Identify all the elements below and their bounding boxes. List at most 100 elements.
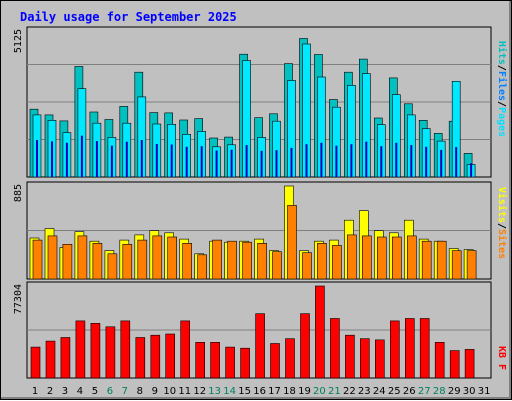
series-label-text: / — [496, 65, 507, 71]
bar-pages-day-8 — [140, 140, 143, 177]
day-label-12: 12 — [193, 386, 206, 397]
bar-pages-day-14 — [230, 149, 233, 177]
bar-pages-day-17 — [275, 150, 278, 177]
bar-kb-f-day-6 — [105, 326, 116, 379]
bar-kb-f-day-13 — [210, 341, 220, 379]
day-label-21: 21 — [328, 386, 341, 397]
ymax-label-kbytes: 77304 — [13, 284, 24, 314]
bar-sites-day-30 — [466, 250, 477, 280]
series-label-text: Hits — [496, 41, 508, 65]
bar-sites-day-7 — [122, 244, 133, 280]
bar-pages-day-13 — [215, 150, 218, 177]
bar-pages-day-10 — [170, 144, 173, 177]
bar-pages-day-2 — [51, 141, 53, 177]
bar-sites-day-14 — [227, 240, 237, 280]
day-label-22: 22 — [343, 386, 356, 397]
day-label-15: 15 — [238, 386, 251, 397]
day-label-28: 28 — [433, 386, 446, 397]
bar-sites-day-12 — [197, 254, 207, 280]
series-label-text: Pages — [496, 107, 507, 137]
bar-kb-f-day-14 — [225, 346, 235, 379]
bar-pages-day-30 — [470, 163, 473, 177]
bar-sites-day-1 — [32, 239, 43, 280]
bar-kb-f-day-11 — [180, 320, 190, 379]
day-label-1: 1 — [32, 386, 38, 397]
ymax-label-sites-visits: 885 — [13, 184, 24, 202]
bar-sites-day-27 — [421, 240, 432, 280]
bar-kb-f-day-12 — [195, 341, 205, 379]
bar-kb-f-day-23 — [359, 338, 370, 379]
bar-sites-day-11 — [182, 243, 192, 280]
ymax-label-hits-files-pages: 5125 — [13, 29, 24, 53]
day-label-16: 16 — [253, 386, 266, 397]
bar-sites-day-16 — [257, 243, 267, 280]
day-label-23: 23 — [358, 386, 371, 397]
day-label-13: 13 — [208, 386, 221, 397]
day-label-20: 20 — [313, 386, 326, 397]
bar-kb-f-day-8 — [135, 337, 146, 379]
bar-pages-day-1 — [36, 140, 38, 177]
bar-sites-day-13 — [212, 239, 222, 280]
bar-pages-day-29 — [455, 147, 458, 177]
bar-kb-f-day-15 — [240, 347, 250, 379]
series-label-visits-sites: Visits/Sites — [496, 187, 508, 259]
bar-sites-day-20 — [317, 243, 327, 280]
bar-kb-f-day-28 — [434, 341, 445, 379]
series-label-text: Visits — [496, 187, 508, 223]
series-label-kbytes: KB F — [496, 346, 507, 370]
bar-kb-f-day-2 — [45, 340, 56, 379]
bar-sites-day-19 — [302, 252, 312, 280]
day-label-7: 7 — [122, 386, 128, 397]
bar-sites-day-25 — [391, 236, 402, 280]
bar-pages-day-15 — [245, 145, 248, 177]
bar-kb-f-day-17 — [270, 343, 280, 379]
bar-pages-day-11 — [185, 146, 188, 177]
bar-pages-day-19 — [305, 144, 308, 177]
series-label-text: / — [496, 101, 507, 107]
series-label-text: Files — [496, 71, 508, 101]
bar-pages-day-16 — [260, 150, 263, 177]
bar-pages-day-20 — [320, 142, 323, 177]
day-label-6: 6 — [107, 386, 113, 397]
day-label-10: 10 — [163, 386, 176, 397]
bar-kb-f-day-30 — [464, 349, 475, 379]
bar-kb-f-day-9 — [150, 334, 161, 379]
day-label-4: 4 — [77, 386, 83, 397]
bar-kb-f-day-25 — [389, 320, 400, 379]
day-label-19: 19 — [298, 386, 311, 397]
bar-kb-f-day-4 — [75, 320, 86, 379]
day-label-31: 31 — [478, 386, 491, 397]
bar-kb-f-day-16 — [255, 313, 265, 379]
bar-kb-f-day-1 — [30, 346, 41, 379]
series-label-text: KB F — [496, 346, 507, 370]
series-label-text: / — [496, 223, 507, 229]
bar-sites-day-5 — [92, 243, 103, 280]
day-label-26: 26 — [403, 386, 416, 397]
bar-pages-day-7 — [125, 141, 128, 177]
bar-pages-day-24 — [380, 146, 383, 177]
bar-pages-day-5 — [95, 141, 98, 177]
bar-pages-day-25 — [395, 142, 398, 177]
bar-kb-f-day-3 — [60, 337, 71, 379]
bar-sites-day-28 — [436, 240, 447, 280]
bar-kb-f-day-22 — [345, 334, 355, 379]
day-label-3: 3 — [62, 386, 68, 397]
day-label-2: 2 — [47, 386, 53, 397]
day-label-30: 30 — [463, 386, 476, 397]
bar-sites-day-26 — [406, 235, 417, 280]
bar-pages-day-28 — [440, 149, 443, 177]
bar-pages-day-23 — [365, 141, 368, 177]
bar-pages-day-3 — [65, 142, 68, 177]
bar-kb-f-day-18 — [285, 338, 295, 379]
day-label-5: 5 — [92, 386, 98, 397]
day-label-9: 9 — [152, 386, 158, 397]
bar-sites-day-23 — [361, 235, 372, 280]
day-label-29: 29 — [448, 386, 461, 397]
day-label-11: 11 — [178, 386, 191, 397]
bar-sites-day-24 — [376, 236, 387, 280]
day-label-27: 27 — [418, 386, 431, 397]
series-label-text: Sites — [496, 229, 508, 259]
bar-sites-day-6 — [107, 253, 118, 280]
